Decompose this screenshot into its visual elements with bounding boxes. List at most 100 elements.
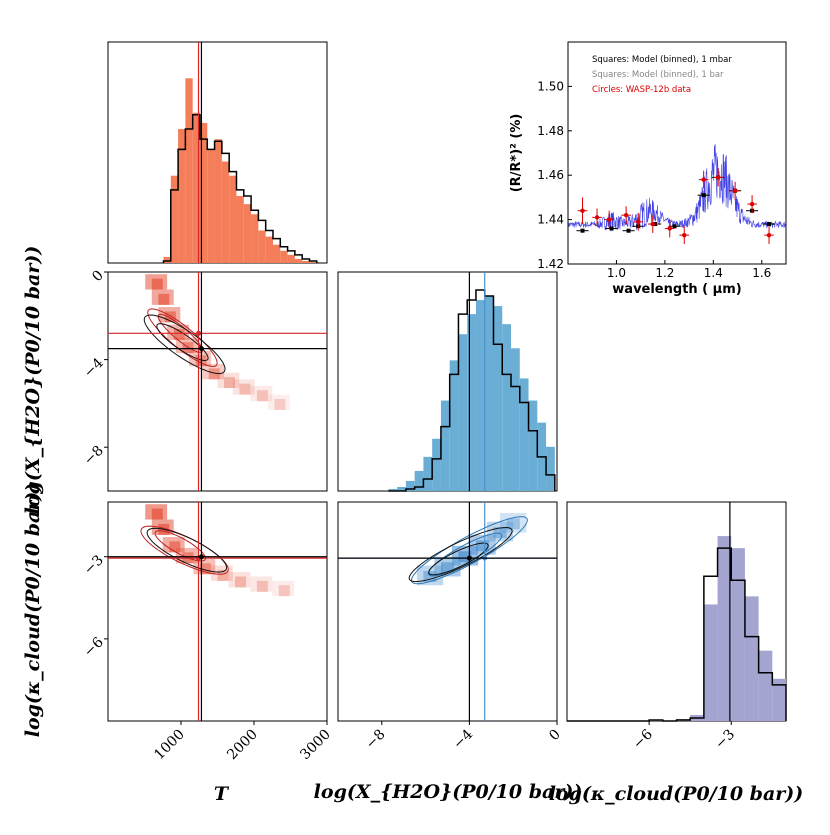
model-bin-square — [701, 193, 706, 198]
hist-bar — [243, 204, 252, 263]
xtick-T: 2000 — [224, 727, 261, 764]
hist-bar — [229, 175, 237, 263]
data-point — [580, 208, 585, 213]
data-point — [650, 221, 655, 227]
spec-ytick-label: 1.42 — [537, 257, 564, 271]
hist-bar — [731, 548, 745, 721]
panel-frame — [337, 501, 558, 722]
hist-bar — [440, 400, 450, 491]
data-point — [606, 217, 612, 222]
spectrum-model-line — [568, 144, 786, 232]
truth-marker — [198, 346, 204, 352]
hist-bar — [449, 360, 459, 491]
hist-step-line — [388, 289, 556, 492]
hist-bar — [528, 400, 538, 491]
density-cell — [256, 390, 268, 402]
density-cell — [235, 576, 246, 588]
xtick-logX: −4 — [450, 726, 476, 752]
hist-bar — [744, 596, 759, 721]
hist-bar — [214, 139, 222, 263]
density-cell — [202, 363, 225, 380]
legend-entry: Squares: Model (binned), 1 mbar — [592, 55, 732, 65]
density-cell — [199, 563, 211, 575]
density-cell — [506, 518, 520, 530]
xlabel-logKappa: log(κ_cloud(P0/10 bar)) — [549, 783, 804, 805]
truth-marker — [196, 330, 202, 336]
spectrum-frame — [567, 41, 787, 265]
ytick-logX: 0 — [89, 268, 107, 286]
xtick-logKappa: −6 — [630, 726, 656, 752]
hist-bar — [414, 470, 424, 491]
spec-xtick-label: 1.2 — [655, 266, 674, 280]
data-point — [701, 177, 706, 182]
hist-bar — [432, 438, 441, 491]
posterior-T-vs-logX — [108, 272, 327, 491]
posterior-T-vs-logKappa — [108, 502, 327, 721]
density-cell — [458, 551, 472, 563]
density-cell — [158, 293, 170, 305]
panel-frame — [107, 271, 328, 492]
density-cell — [475, 540, 490, 552]
hist-bar — [511, 348, 520, 491]
hist-bar — [502, 324, 512, 491]
model-bin-square — [626, 228, 631, 233]
hist-bar — [199, 122, 208, 264]
hist-bar — [280, 250, 288, 263]
hist-bar — [236, 196, 244, 263]
hist-bar — [484, 296, 494, 491]
hist-step-line — [567, 547, 787, 722]
hist-bar — [272, 244, 281, 263]
density-cell — [210, 565, 233, 581]
density-cell — [256, 580, 268, 592]
legend-entry: Squares: Model (binned), 1 bar — [592, 70, 724, 80]
hist-step-line — [162, 114, 318, 263]
data-point — [749, 201, 755, 207]
ytick-logKappa: −3 — [81, 552, 107, 578]
hist-bar — [475, 300, 485, 491]
hist-bar — [207, 149, 215, 263]
data-point — [636, 219, 641, 225]
data-point — [667, 226, 672, 231]
hist-bar — [178, 129, 186, 263]
data-point — [682, 232, 687, 238]
hist-bar — [467, 314, 476, 491]
contour-line — [427, 532, 503, 577]
density-cell — [228, 572, 251, 588]
density-cell — [208, 368, 220, 380]
legend-entry: Circles: WASP-12b data — [592, 85, 691, 95]
density-cell — [250, 576, 273, 592]
ylabel-logKappa: log(κ_cloud(P0/10 bar)) — [22, 483, 44, 738]
truth-marker — [466, 555, 472, 561]
hist-bar — [309, 261, 317, 263]
posterior-logX-vs-logKappa — [338, 502, 557, 721]
hist-bar — [423, 456, 433, 491]
hist-bar — [546, 446, 555, 491]
contour-line — [157, 313, 203, 353]
xtick-logX: −8 — [363, 727, 389, 753]
histogram-logKappa — [567, 502, 787, 722]
spec-xtick-label: 1.0 — [607, 266, 626, 280]
density-cell — [250, 385, 273, 402]
hist-bar — [493, 306, 503, 491]
xtick-logKappa: −3 — [712, 727, 738, 753]
density-cell — [267, 394, 290, 410]
hist-bar — [265, 236, 273, 263]
hist-bar — [519, 378, 529, 491]
hist-bar — [717, 536, 732, 721]
hist-bar — [258, 230, 266, 263]
model-bin-square — [767, 222, 772, 227]
model-bin-square — [672, 224, 677, 229]
density-cell — [224, 377, 236, 389]
density-cell — [164, 311, 176, 323]
xtick-logX: 0 — [546, 727, 564, 745]
hist-bar — [185, 78, 193, 264]
hist-bar — [388, 488, 398, 491]
spec-xtick-label: 1.6 — [752, 266, 771, 280]
xtick-T: 1000 — [151, 727, 188, 764]
spec-ytick-label: 1.46 — [537, 168, 564, 182]
hist-bar — [170, 175, 179, 263]
spectrum-inset: 1.42 1.44 1.46 1.48 1.50 1.0 1.2 1.4 1.6 waveleng… — [509, 41, 787, 297]
spec-ytick-label: 1.50 — [537, 79, 564, 93]
